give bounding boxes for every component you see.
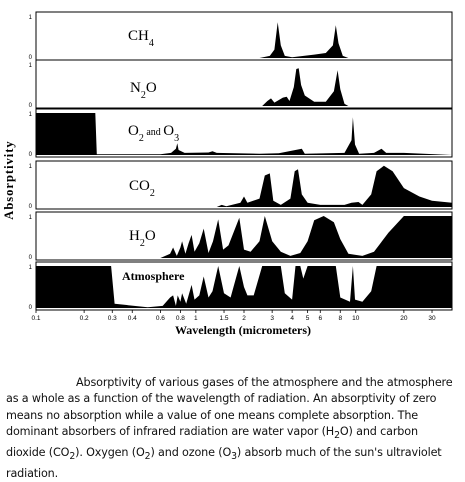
panel-frame xyxy=(35,59,453,109)
y-axis-label: Absorptivity xyxy=(2,140,16,219)
y-tick-label: 1 xyxy=(29,15,33,21)
absorption-curve xyxy=(36,165,452,207)
x-tick-label: 0.2 xyxy=(80,315,89,322)
x-tick-label: 4 xyxy=(290,315,294,322)
x-tick-label: 0.1 xyxy=(31,315,40,322)
panel-2: 1 0 N2O xyxy=(29,59,453,109)
x-axis: 0.1 0.2 0.3 0.4 0.6 0.8 1 1.5 2 3 4 5 6 8 10 20 30 xyxy=(31,310,436,322)
y-tick-label: 1 xyxy=(29,265,33,271)
absorption-curve xyxy=(36,22,452,58)
y-tick-label: 1 xyxy=(29,63,33,69)
y-tick-label: 1 xyxy=(29,112,33,118)
panel-frame xyxy=(35,11,453,61)
x-tick-label: 2 xyxy=(242,315,246,322)
x-tick-label: 1 xyxy=(194,315,198,322)
panel-label: O2 and O3 xyxy=(128,123,179,144)
x-tick-label: 3 xyxy=(270,315,274,322)
y-tick-label: 0 xyxy=(29,204,33,210)
y-tick-label: 1 xyxy=(29,215,33,221)
panel-label: Atmosphere xyxy=(122,269,185,283)
panels: 1 0 CH4 1 0 N2O 1 0 O2 and O3 1 0 CO2 1 0 H2O 1 0 Atmosph… xyxy=(29,11,453,311)
panel-label: CO2 xyxy=(129,178,155,199)
absorption-curve xyxy=(36,216,452,258)
x-axis-label: Wavelength (micrometers) xyxy=(175,323,311,337)
figure-caption: Absorptivity of various gases of the atm… xyxy=(6,375,458,482)
panel-label: CH4 xyxy=(128,28,154,49)
panel-3: 1 0 O2 and O3 xyxy=(29,108,453,158)
panel-label: H2O xyxy=(129,228,156,249)
absorption-curve xyxy=(36,68,452,106)
y-tick-label: 0 xyxy=(29,103,33,109)
x-tick-label: 6 xyxy=(318,315,322,322)
panel-6: 1 0 Atmosphere xyxy=(29,261,453,311)
x-tick-label: 0.4 xyxy=(128,315,137,322)
panel-1: 1 0 CH4 xyxy=(29,11,453,61)
panel-frame xyxy=(35,160,453,210)
y-tick-label: 1 xyxy=(29,164,33,170)
x-tick-label: 20 xyxy=(400,315,408,322)
x-tick-label: 1.5 xyxy=(220,315,229,322)
absorption-curve xyxy=(36,266,452,308)
panel-label: N2O xyxy=(130,80,157,101)
absorption-curve xyxy=(36,113,452,155)
caption-text: Absorptivity of various gases of the atm… xyxy=(6,376,453,480)
x-tick-label: 0.6 xyxy=(156,315,165,322)
y-tick-label: 0 xyxy=(29,305,33,311)
x-tick-label: 8 xyxy=(338,315,342,322)
panel-4: 1 0 CO2 xyxy=(29,160,453,210)
y-tick-label: 0 xyxy=(29,55,33,61)
y-tick-label: 0 xyxy=(29,255,33,261)
panel-frame xyxy=(35,108,453,158)
x-tick-label: 0.3 xyxy=(108,315,117,322)
x-tick-label: 0.8 xyxy=(176,315,185,322)
panel-5: 1 0 H2O xyxy=(29,211,453,261)
x-tick-label: 30 xyxy=(428,315,436,322)
x-tick-label: 5 xyxy=(306,315,310,322)
y-tick-label: 0 xyxy=(29,152,33,158)
x-tick-label: 10 xyxy=(352,315,360,322)
